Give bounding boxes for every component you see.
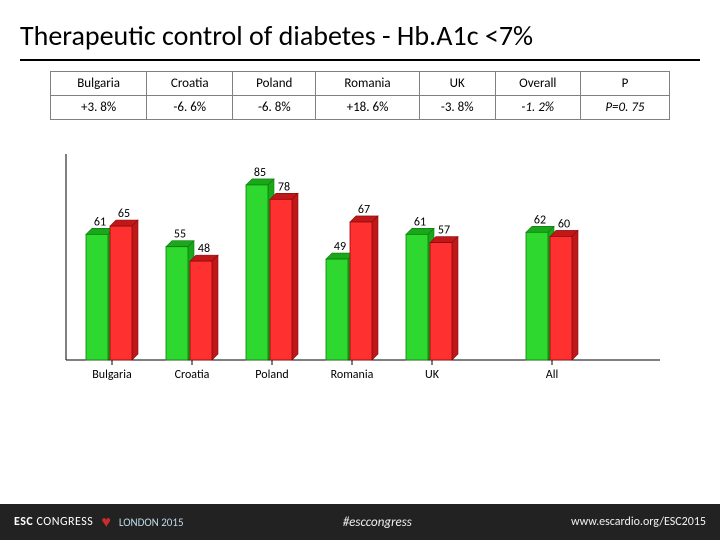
th-p: P <box>580 72 669 96</box>
svg-text:All: All <box>546 368 558 382</box>
svg-text:78: 78 <box>278 180 290 194</box>
table-row: +3. 8% -6. 6% -6. 8% +18. 6% -3. 8% -1. … <box>51 96 670 120</box>
td-croatia: -6. 6% <box>147 96 233 120</box>
td-overall: -1. 2% <box>495 96 580 120</box>
th-overall: Overall <box>495 72 580 96</box>
svg-text:48: 48 <box>198 242 210 256</box>
svg-text:67: 67 <box>358 203 370 217</box>
th-poland: Poland <box>233 72 316 96</box>
svg-text:57: 57 <box>438 224 450 238</box>
delta-table-wrap: Bulgaria Croatia Poland Romania UK Overa… <box>0 71 720 120</box>
slide-root: Therapeutic control of diabetes - Hb.A1c… <box>0 0 720 540</box>
svg-text:60: 60 <box>558 217 570 231</box>
th-bulgaria: Bulgaria <box>51 72 147 96</box>
footer-hashtag: #esccongress <box>343 515 412 530</box>
td-uk: -3. 8% <box>419 96 495 120</box>
svg-text:Poland: Poland <box>255 368 288 382</box>
td-poland: -6. 8% <box>233 96 316 120</box>
footer-brand: ESC CONGRESS <box>14 515 93 529</box>
table-header-row: Bulgaria Croatia Poland Romania UK Overa… <box>51 72 670 96</box>
chart-area: 61 65 Bulgaria 55 48 Croatia 85 78 Poland 49 67 Rom… <box>50 134 670 540</box>
th-croatia: Croatia <box>147 72 233 96</box>
svg-text:65: 65 <box>118 207 130 221</box>
svg-text:85: 85 <box>254 166 266 180</box>
th-uk: UK <box>419 72 495 96</box>
bar-chart: 61 65 Bulgaria 55 48 Croatia 85 78 Poland 49 67 Rom… <box>50 134 670 394</box>
page-title: Therapeutic control of diabetes - Hb.A1c… <box>0 0 720 59</box>
svg-text:62: 62 <box>534 213 546 227</box>
title-underline <box>20 59 700 61</box>
footer-left: ESC CONGRESS ♥ LONDON 2015 <box>14 513 184 532</box>
td-romania: +18. 6% <box>316 96 419 120</box>
td-bulgaria: +3. 8% <box>51 96 147 120</box>
svg-text:Croatia: Croatia <box>175 368 210 382</box>
footer-city-year: LONDON 2015 <box>119 516 184 529</box>
heart-icon: ♥ <box>101 513 111 532</box>
svg-text:61: 61 <box>94 215 106 229</box>
svg-text:49: 49 <box>334 240 346 254</box>
delta-table: Bulgaria Croatia Poland Romania UK Overa… <box>50 71 670 120</box>
footer-url: www.escardio.org/ESC2015 <box>571 515 706 529</box>
footer-bar: ESC CONGRESS ♥ LONDON 2015 #esccongress … <box>0 504 720 540</box>
svg-text:UK: UK <box>425 368 440 382</box>
svg-text:Bulgaria: Bulgaria <box>92 368 132 382</box>
td-p: P=0. 75 <box>580 96 669 120</box>
svg-text:Romania: Romania <box>331 368 374 382</box>
svg-text:61: 61 <box>414 215 426 229</box>
svg-text:55: 55 <box>174 228 186 242</box>
th-romania: Romania <box>316 72 419 96</box>
